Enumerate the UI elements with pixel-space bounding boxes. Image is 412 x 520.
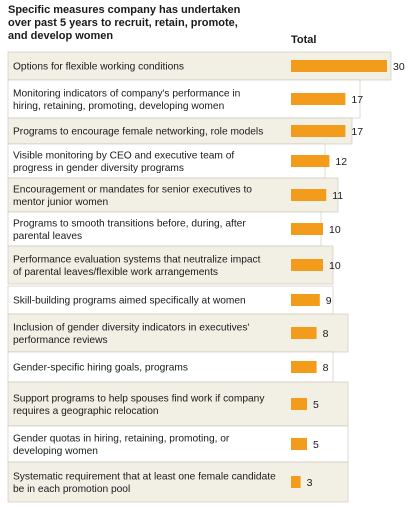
category-label: parental leaves [13, 231, 82, 242]
bar [291, 189, 327, 201]
bar [291, 327, 317, 339]
value-label: 8 [323, 362, 329, 374]
category-label: mentor junior women [13, 197, 108, 208]
category-label: Gender-specific hiring goals, programs [13, 363, 188, 374]
chart-row: Options for flexible working conditions 3… [7, 51, 405, 81]
bar [291, 361, 317, 373]
category-label: requires a geographic relocation [13, 406, 159, 417]
bar [291, 259, 323, 271]
category-label: Gender quotas in hiring, retaining, prom… [13, 433, 230, 444]
bar [291, 476, 301, 488]
value-label: 11 [332, 190, 343, 202]
value-label: 3 [307, 477, 313, 489]
total-column-label: Total [291, 34, 317, 46]
category-label: Systematic requirement that at least one… [13, 471, 276, 482]
chart-row: Programs to smooth transitions before, d… [7, 211, 341, 247]
value-label: 17 [351, 94, 363, 106]
category-label: Visible monitoring by CEO and executive … [13, 150, 234, 161]
chart-row: Programs to encourage female networking,… [7, 117, 363, 145]
chart-row: Encouragement or mandates for senior exe… [7, 177, 343, 213]
category-label: Support programs to help spouses find wo… [13, 393, 265, 404]
chart-row: Gender quotas in hiring, retaining, prom… [7, 425, 349, 463]
chart-row: Gender-specific hiring goals, programs 8 [7, 351, 334, 383]
value-label: 30 [393, 61, 405, 73]
value-label: 12 [335, 156, 347, 168]
value-label: 10 [329, 260, 341, 272]
chart-row: Performance evaluation systems that neut… [7, 245, 341, 285]
category-label: hiring, retaining, promoting, developing… [13, 101, 224, 112]
row-band [7, 143, 326, 179]
bar [291, 93, 346, 105]
category-label: Encouragement or mandates for senior exe… [13, 184, 252, 195]
value-label: 8 [323, 328, 329, 340]
value-label: 9 [326, 295, 332, 307]
chart-row: Systematic requirement that at least one… [7, 461, 349, 503]
chart-row: Inclusion of gender diversity indicators… [7, 313, 349, 353]
bar [291, 438, 307, 450]
chart-row: Monitoring indicators of company's perfo… [7, 79, 363, 119]
value-label: 17 [351, 126, 363, 138]
category-label: of parental leaves/flexible work arrange… [13, 267, 218, 278]
chart-row: Visible monitoring by CEO and executive … [7, 143, 347, 179]
category-label: be in each promotion pool [13, 484, 130, 495]
bar [291, 398, 307, 410]
row-band [7, 177, 339, 213]
chart-title: Specific measures company has undertaken… [8, 4, 241, 42]
row-band [7, 245, 334, 285]
chart-row: Skill-building programs aimed specifical… [7, 285, 334, 315]
category-label: Programs to smooth transitions before, d… [13, 218, 246, 229]
chart-row: Support programs to help spouses find wo… [7, 381, 349, 427]
bar [291, 223, 323, 235]
category-label: progress in gender diversity programs [13, 163, 184, 174]
category-label: Inclusion of gender diversity indicators… [13, 322, 249, 333]
category-label: Options for flexible working conditions [13, 62, 184, 73]
category-label: Performance evaluation systems that neut… [13, 254, 261, 265]
category-label: Programs to encourage female networking,… [13, 127, 263, 138]
category-label: performance reviews [13, 335, 108, 346]
category-label: Monitoring indicators of company's perfo… [13, 88, 240, 99]
bar [291, 155, 330, 167]
value-label: 5 [313, 399, 319, 411]
row-band [7, 351, 334, 383]
bar [291, 60, 387, 72]
category-label: developing women [13, 446, 98, 457]
bar [291, 125, 346, 137]
category-label: Skill-building programs aimed specifical… [13, 296, 246, 307]
row-band [7, 211, 322, 247]
bar [291, 294, 320, 306]
row-band [7, 285, 334, 315]
value-label: 5 [313, 439, 319, 451]
value-label: 10 [329, 224, 341, 236]
